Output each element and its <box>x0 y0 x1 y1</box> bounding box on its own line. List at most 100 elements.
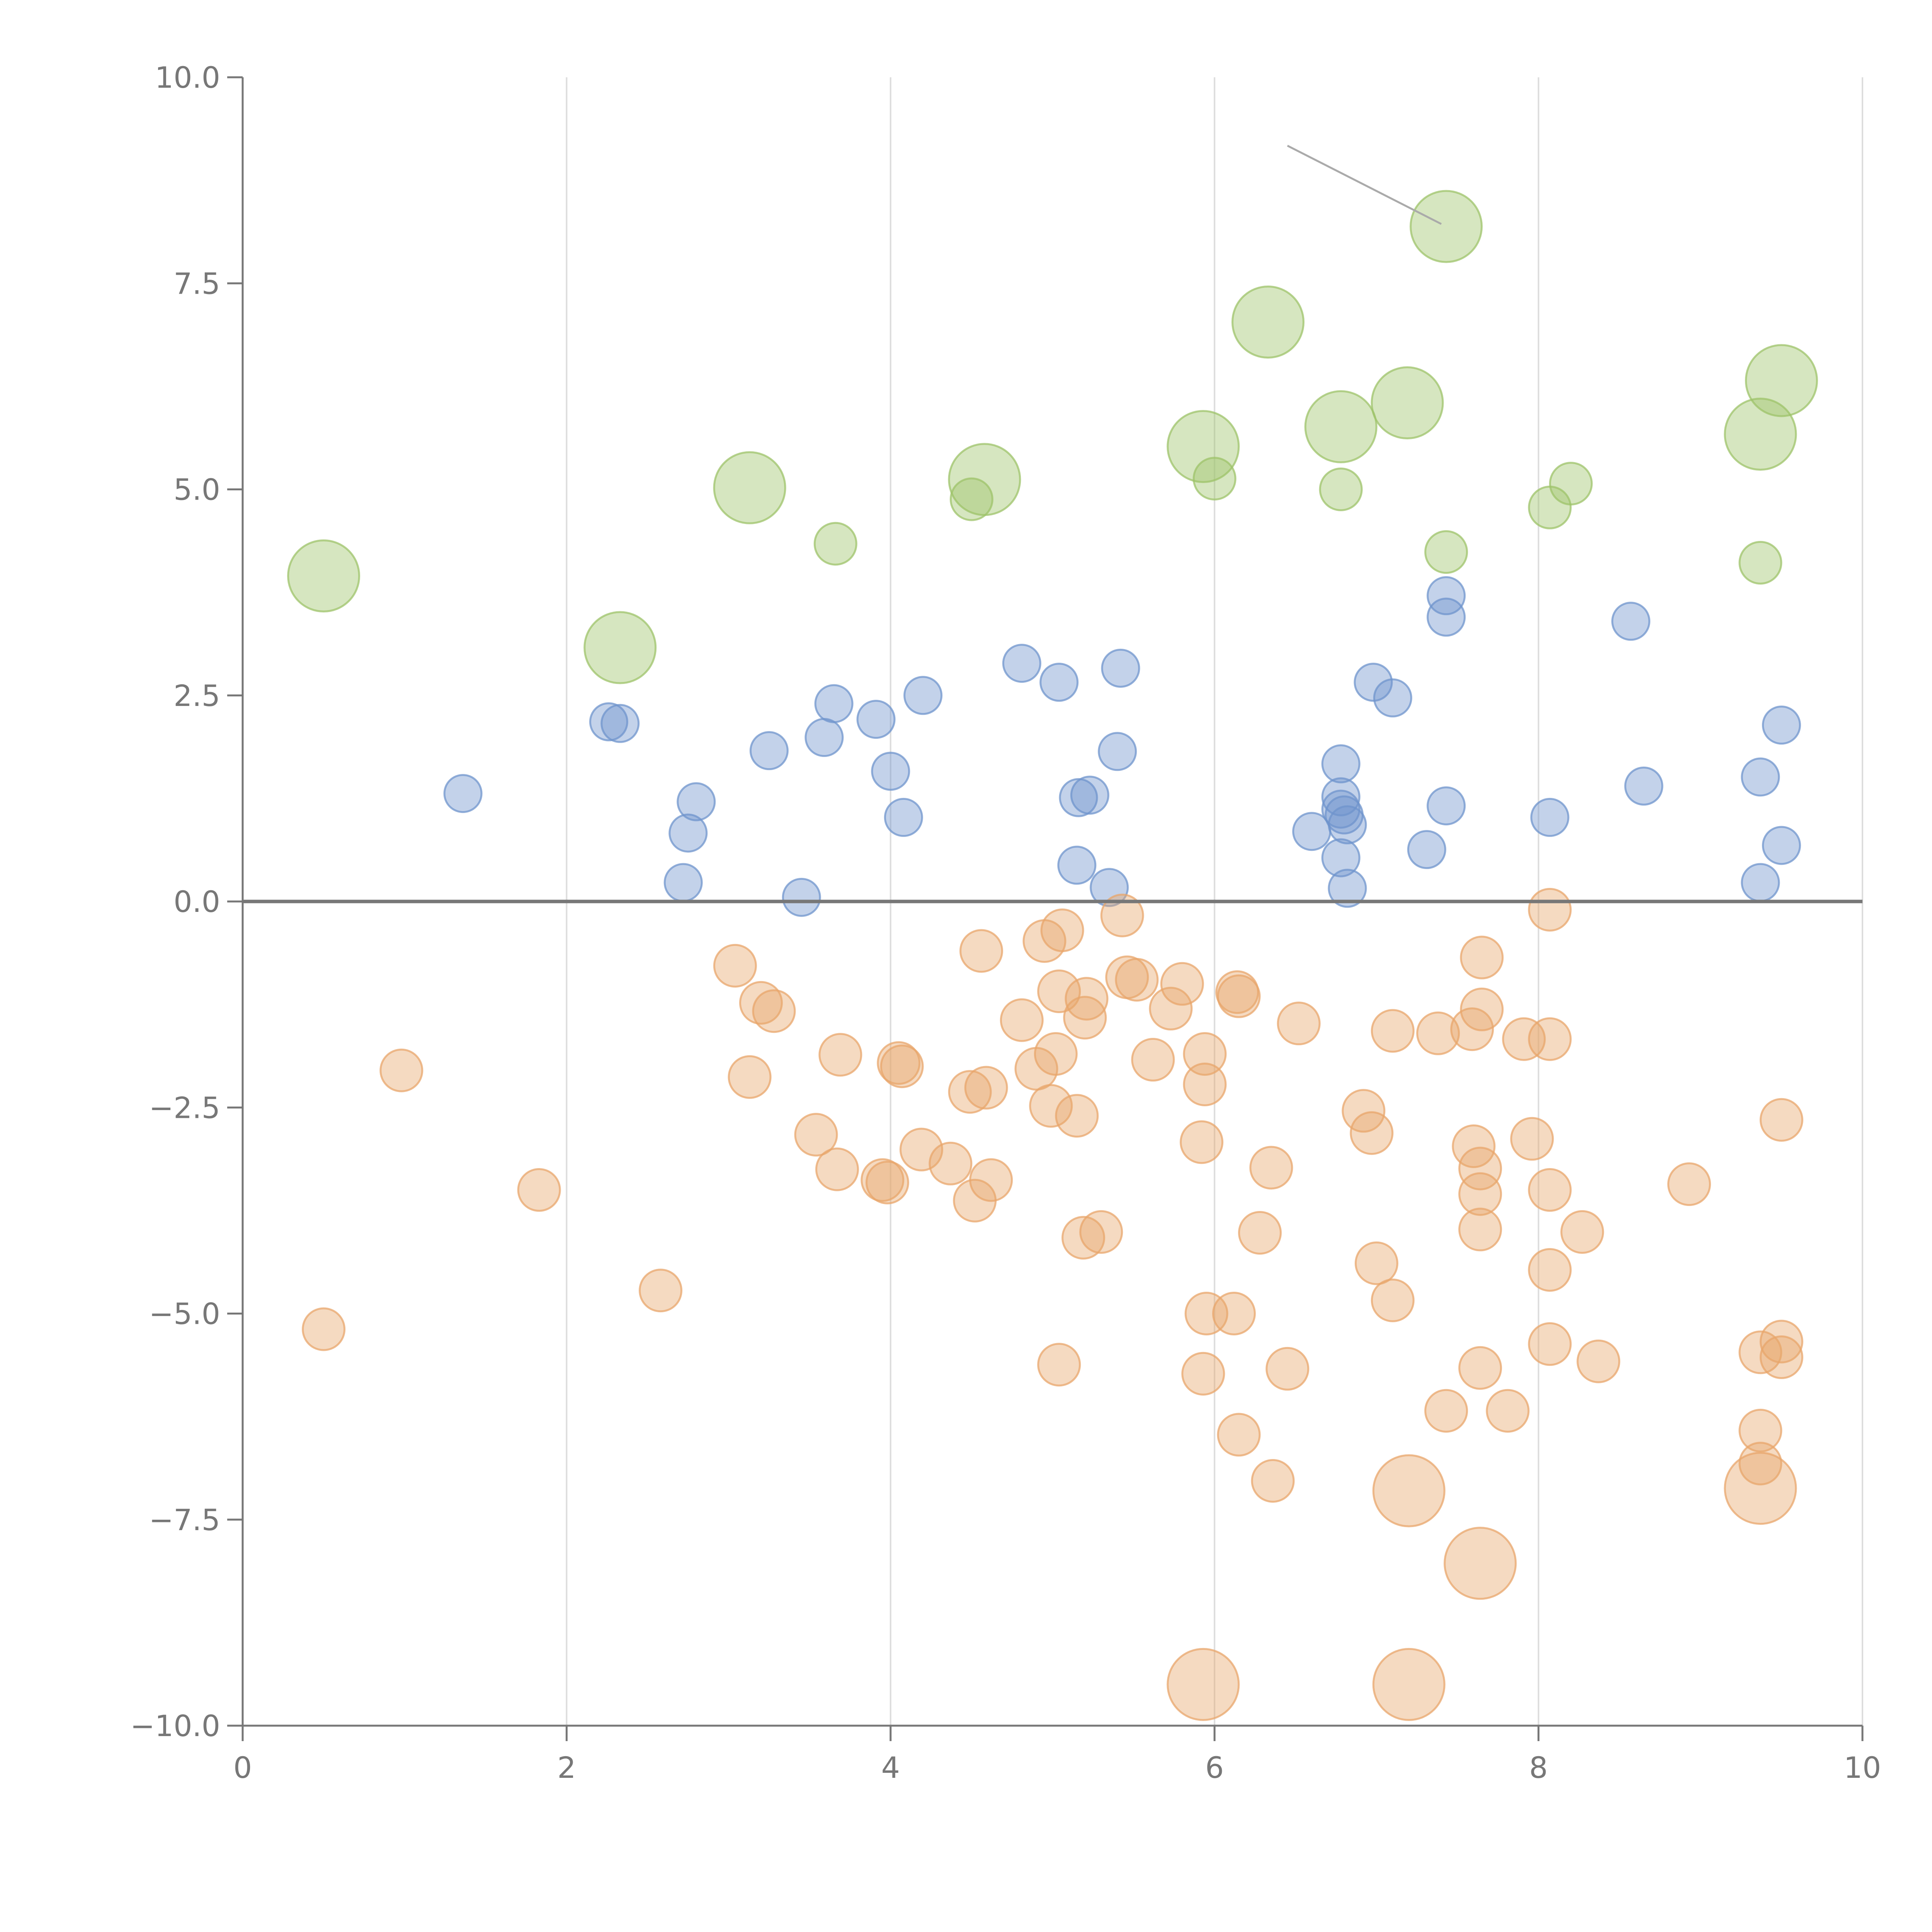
data-point <box>969 1158 1013 1202</box>
data-point <box>1057 845 1097 885</box>
y-tick-label: 10.0 <box>155 60 220 95</box>
data-point <box>1372 1648 1446 1721</box>
data-point <box>1354 1241 1398 1285</box>
data-point <box>1611 602 1651 641</box>
data-point <box>929 1141 973 1185</box>
series-positive-large <box>287 190 1818 684</box>
data-point <box>1029 1084 1073 1128</box>
data-point <box>1034 1032 1078 1076</box>
data-point <box>1321 838 1361 878</box>
data-point <box>1217 1413 1261 1457</box>
data-point <box>814 684 854 723</box>
data-point <box>1183 1032 1227 1076</box>
data-point <box>1549 462 1593 506</box>
data-point <box>1424 530 1468 574</box>
y-tick-label: −5.0 <box>149 1297 220 1331</box>
data-point <box>1762 826 1801 865</box>
data-point <box>1759 1335 1803 1379</box>
data-point <box>1342 1089 1386 1133</box>
data-point <box>782 878 821 917</box>
data-point <box>1667 1162 1711 1206</box>
data-point <box>1502 1017 1546 1061</box>
y-tick-label: 7.5 <box>173 266 220 301</box>
data-point <box>1530 798 1570 837</box>
data-point <box>1319 468 1363 511</box>
data-point <box>1079 1210 1123 1254</box>
data-point <box>959 929 1003 973</box>
data-point <box>302 1307 346 1351</box>
data-point <box>949 477 993 521</box>
data-point <box>880 1044 924 1088</box>
x-tick-label: 0 <box>233 1750 252 1785</box>
data-point <box>1002 644 1041 683</box>
data-point <box>813 522 857 566</box>
data-point <box>1741 757 1780 797</box>
data-point <box>1065 977 1109 1021</box>
data-point <box>884 798 923 837</box>
y-tick-label: 2.5 <box>173 679 220 713</box>
y-tick-label: −10.0 <box>130 1709 220 1743</box>
data-point <box>1460 987 1504 1031</box>
data-point <box>379 1048 423 1092</box>
data-point <box>1167 410 1240 483</box>
data-point <box>1215 970 1259 1014</box>
data-point <box>804 718 844 757</box>
data-points <box>287 190 1818 1721</box>
data-point <box>1090 868 1129 907</box>
data-point <box>1131 1038 1175 1082</box>
data-point <box>1427 786 1466 826</box>
data-point <box>1724 1452 1797 1525</box>
data-point <box>1181 1352 1225 1396</box>
data-point <box>668 813 708 853</box>
data-point <box>1180 1120 1224 1164</box>
y-tick-label: 0.0 <box>173 884 220 919</box>
data-point <box>749 731 789 770</box>
data-point <box>1231 286 1305 359</box>
data-point <box>1577 1339 1621 1383</box>
data-point <box>1528 888 1572 932</box>
data-point <box>1354 663 1393 702</box>
data-point <box>1372 1454 1446 1527</box>
data-point <box>1738 1408 1782 1452</box>
data-point <box>713 451 786 524</box>
y-tick-label: −2.5 <box>149 1090 220 1125</box>
data-point <box>1460 935 1504 980</box>
data-point <box>1037 969 1081 1013</box>
data-point <box>948 1070 992 1114</box>
data-point <box>899 1128 943 1172</box>
data-point <box>589 702 628 742</box>
data-point <box>1039 663 1079 702</box>
data-point <box>728 1055 772 1099</box>
data-point <box>871 752 910 791</box>
x-tick-label: 4 <box>881 1750 900 1785</box>
data-point <box>1458 1146 1502 1190</box>
data-point <box>1458 1346 1502 1390</box>
data-point <box>1055 1094 1099 1138</box>
data-point <box>1373 678 1412 718</box>
data-point <box>1458 1172 1502 1216</box>
data-point <box>1149 986 1193 1031</box>
annotation-leader-line <box>1287 145 1442 225</box>
data-point <box>856 700 896 739</box>
data-point <box>1040 908 1084 952</box>
data-point <box>1217 974 1261 1018</box>
series-positive-small <box>443 576 1801 917</box>
x-axis-ticks: 0 2 4 6 8 10 <box>233 1726 1881 1785</box>
data-point <box>1238 1211 1282 1255</box>
y-tick-label: −7.5 <box>149 1503 220 1537</box>
data-point <box>1427 576 1466 616</box>
data-point <box>1321 744 1361 784</box>
data-point <box>1251 1459 1295 1503</box>
data-point <box>1098 732 1137 771</box>
data-point <box>1070 776 1109 815</box>
data-point <box>1762 706 1801 745</box>
data-point <box>1458 1208 1502 1252</box>
x-tick-label: 8 <box>1529 1750 1548 1785</box>
data-point <box>1059 778 1098 817</box>
data-point <box>1304 390 1378 463</box>
data-point <box>1101 648 1140 688</box>
data-point <box>1321 789 1361 829</box>
data-point <box>1424 1389 1468 1433</box>
data-point <box>1486 1389 1530 1433</box>
data-point <box>903 676 943 715</box>
